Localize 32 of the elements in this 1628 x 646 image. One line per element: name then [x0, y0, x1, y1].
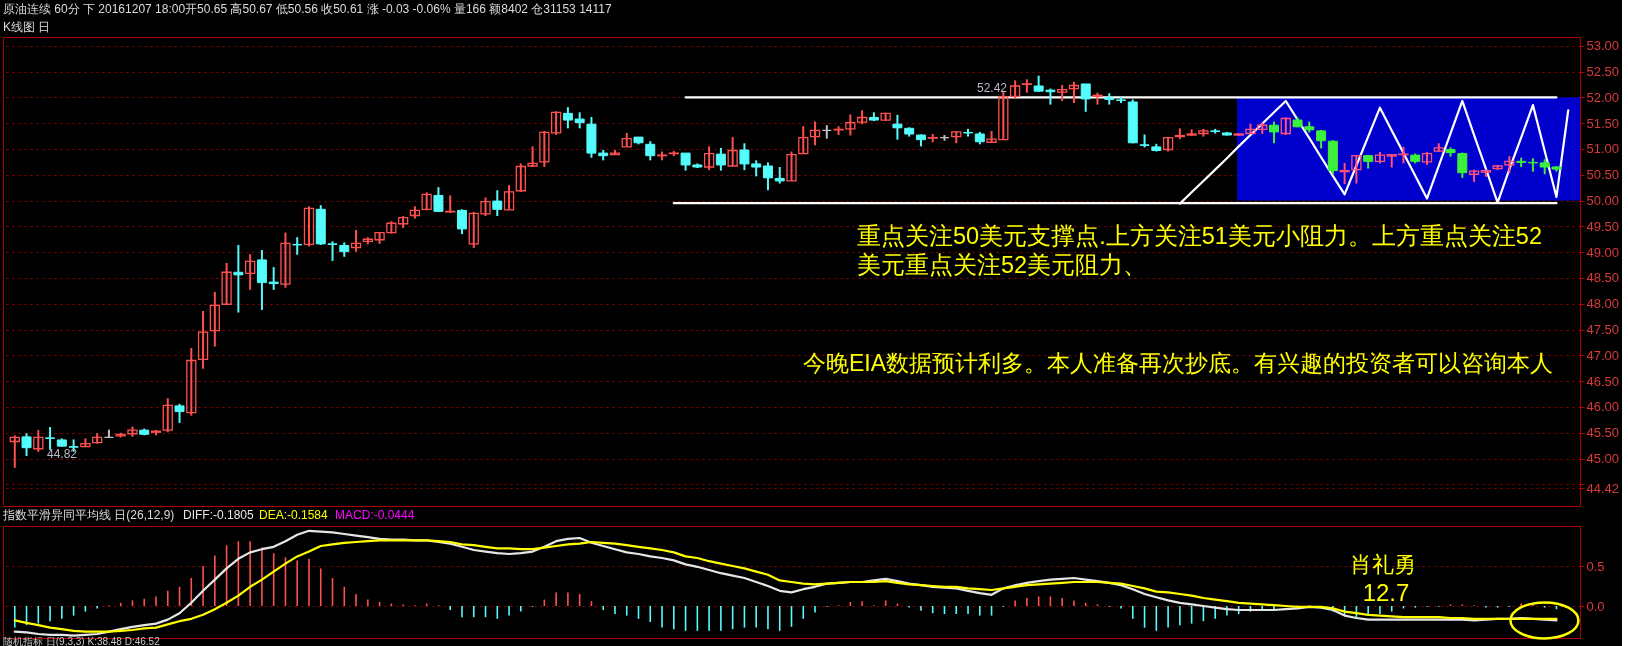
y-tick-label: 44.42 [1586, 480, 1620, 496]
y-tick-label: 50.00 [1586, 193, 1620, 209]
chart-title: 指数平滑异同平均线 日(26,12,9) [2, 508, 175, 522]
y-tick-label: 51.50 [1586, 115, 1620, 131]
y-tick-label: 46.50 [1586, 373, 1620, 389]
y-tick-label: 48.50 [1586, 270, 1620, 286]
text: DIFF:-0.1805 [183, 508, 255, 522]
annotation: 重点关注50美元支撑点.上方关注51美元小阻力。上方重点关注52 美元重点关注52美元阻力、 [857, 223, 1542, 278]
y-tick-label: 48.00 [1586, 296, 1620, 312]
series-label: DEA:-0.1584 [259, 508, 329, 522]
annotation: 44.82 [47, 447, 78, 461]
y-tick-label: 50.50 [1586, 167, 1620, 183]
y-tick-label: 52.00 [1586, 89, 1620, 105]
text: MACD:-0.0444 [335, 508, 415, 522]
annotation: 肖礼勇 [1350, 552, 1416, 577]
y-tick-label: 0.5 [1586, 558, 1605, 574]
chart-title: 原油连续 60分 下 20161207 18:00开50.65 高50.67 低50.56 收50.61 涨 -0.03 -0.06% 量166 额8402 仓31153 14117 [3, 2, 612, 16]
y-tick-label: 47.00 [1586, 347, 1620, 363]
chart-subtitle: K线图 日 [3, 20, 51, 34]
y-tick-label: 49.50 [1586, 218, 1620, 234]
annotation: 今晚EIA数据预计利多。本人准备再次抄底。有兴趣的投资者可以咨询本人 [803, 350, 1554, 376]
annotation: 52.42 [977, 81, 1008, 95]
y-tick-label: 0.0 [1586, 598, 1605, 614]
y-tick-label: 49.00 [1586, 244, 1620, 260]
y-tick-label: 52.50 [1586, 64, 1620, 80]
annotation: 12.7 [1362, 579, 1410, 606]
y-tick-label: 47.50 [1586, 322, 1620, 338]
y-tick-label: 46.00 [1586, 399, 1620, 415]
y-tick-label: 51.00 [1586, 141, 1620, 157]
y-tick-label: 45.50 [1586, 425, 1620, 441]
y-tick-label: 45.00 [1586, 451, 1620, 467]
y-tick-label: 53.00 [1586, 38, 1620, 54]
